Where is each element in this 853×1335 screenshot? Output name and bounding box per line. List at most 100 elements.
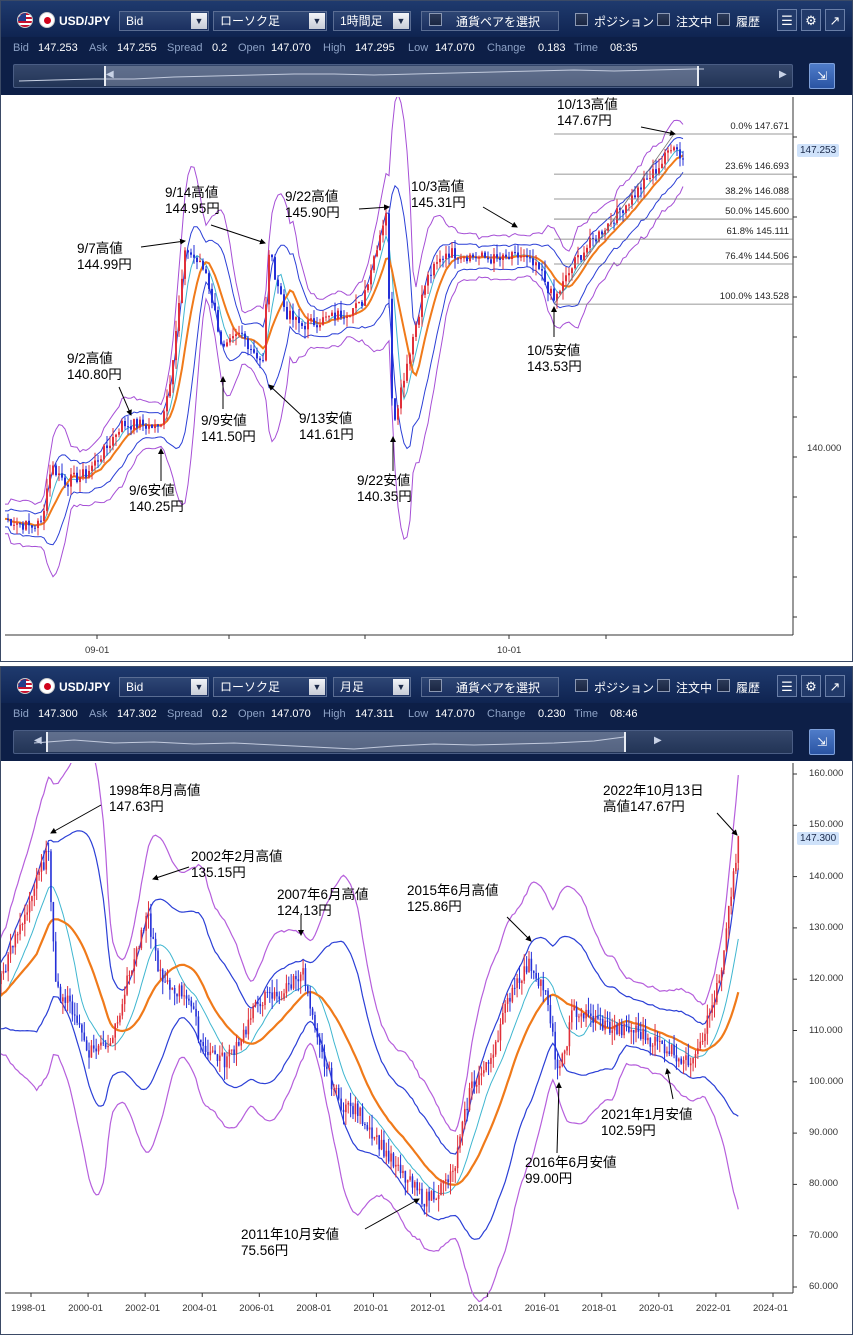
- pair-select-checkbox[interactable]: [429, 679, 442, 692]
- fibonacci-pct: 76.4%: [725, 250, 755, 262]
- fibonacci-pct: 50.0%: [725, 206, 755, 218]
- candle-body: [192, 1006, 195, 1009]
- candle-body: [16, 523, 18, 525]
- candle-body: [73, 1014, 76, 1016]
- orders-checkbox[interactable]: [657, 13, 670, 26]
- candle-body: [70, 474, 72, 487]
- candle-body: [609, 1021, 611, 1033]
- candle-body: [587, 1009, 590, 1014]
- candle-body: [252, 1006, 254, 1019]
- zoom-toggle-button[interactable]: ⇲: [809, 63, 835, 89]
- bid-value: 147.300: [38, 708, 78, 720]
- candle-body: [242, 1029, 245, 1041]
- timeframe-select[interactable]: 1時間足 ▼: [333, 11, 411, 31]
- candle-body: [148, 424, 150, 429]
- candle-body: [347, 1102, 350, 1105]
- nav-right-arrow-icon[interactable]: ▶: [779, 69, 787, 80]
- candle-body: [494, 1041, 497, 1055]
- candle-body: [504, 1003, 507, 1013]
- timeframe-select[interactable]: 月足 ▼: [333, 677, 411, 697]
- candle-body: [333, 1088, 335, 1090]
- annotation-arrow: [640, 126, 676, 136]
- plot-background: [5, 97, 793, 635]
- candle-body: [166, 396, 168, 412]
- monthly-chart-canvas[interactable]: [1, 763, 852, 1335]
- menu-icon[interactable]: ☰: [777, 675, 797, 697]
- candle-body: [214, 1050, 216, 1055]
- annotation-price: 高値147.67円: [603, 799, 685, 814]
- candle-body: [406, 1179, 409, 1183]
- annotation-price: 144.99円: [77, 257, 132, 272]
- candle-body: [366, 1125, 369, 1130]
- candle-body: [283, 993, 285, 999]
- history-checkbox[interactable]: [717, 13, 730, 26]
- navigator-track[interactable]: ◀ ▶: [13, 64, 793, 88]
- y-axis-label: 60.000: [809, 1281, 839, 1292]
- pair-select-checkbox[interactable]: [429, 13, 442, 26]
- candle-body: [142, 419, 144, 426]
- history-checkbox[interactable]: [717, 679, 730, 692]
- chart-type-select[interactable]: ローソク足 ▼: [213, 677, 327, 697]
- candle-body: [352, 308, 354, 316]
- pair-select-box[interactable]: [421, 677, 559, 697]
- annotation-price: 140.25円: [129, 499, 184, 514]
- candle-body: [625, 1023, 628, 1027]
- navigator-track[interactable]: ◀ ▶: [13, 730, 793, 754]
- price-type-select[interactable]: Bid ▼: [119, 11, 209, 31]
- candle-body: [205, 269, 207, 274]
- candle-body: [94, 460, 96, 466]
- y-axis-label: 100.000: [809, 1075, 844, 1087]
- popout-icon[interactable]: ↗: [825, 9, 845, 31]
- candle-body: [359, 1107, 361, 1116]
- current-price-tag: 147.253: [797, 144, 840, 158]
- candle-body: [658, 1040, 661, 1042]
- ask-value: 147.302: [117, 708, 157, 720]
- annotation-price: 140.80円: [67, 367, 122, 382]
- nav-left-arrow-icon[interactable]: ◀: [106, 69, 114, 80]
- bid-value: 147.253: [38, 42, 78, 54]
- gear-icon[interactable]: ⚙: [801, 675, 821, 697]
- pair-select-box[interactable]: [421, 11, 559, 31]
- candle-body: [502, 254, 504, 260]
- position-checkbox[interactable]: [575, 13, 588, 26]
- candle-body: [154, 424, 156, 429]
- chart-type-select[interactable]: ローソク足 ▼: [213, 11, 327, 31]
- annotation-title: 2016年6月安値: [525, 1155, 617, 1170]
- zoom-toggle-button[interactable]: ⇲: [809, 729, 835, 755]
- annotation-arrow: [140, 238, 186, 248]
- candle-body: [259, 358, 261, 361]
- annotation-label: 9/22高値 145.90円: [285, 189, 340, 221]
- menu-icon[interactable]: ☰: [777, 9, 797, 31]
- candle-body: [188, 998, 190, 1001]
- orders-checkbox[interactable]: [657, 679, 670, 692]
- position-label: ポジション: [594, 15, 655, 29]
- candle-body: [280, 286, 282, 295]
- candle-body: [326, 1066, 328, 1069]
- x-axis-label: 2018-01: [581, 1303, 617, 1314]
- navigator-window[interactable]: [46, 732, 626, 752]
- open-label: Open: [238, 708, 265, 720]
- annotation-title: 9/2高値: [67, 351, 113, 366]
- annotation-label: 2011年10月安値 75.56円: [241, 1227, 339, 1259]
- position-checkbox[interactable]: [575, 679, 588, 692]
- nav-right-arrow-icon[interactable]: ▶: [654, 735, 662, 746]
- candle-body: [720, 969, 723, 981]
- candle-body: [25, 520, 27, 530]
- gear-icon[interactable]: ⚙: [801, 9, 821, 31]
- price-type-select[interactable]: Bid ▼: [119, 677, 209, 697]
- popout-icon[interactable]: ↗: [825, 675, 845, 697]
- candle-body: [604, 1020, 606, 1030]
- open-value: 147.070: [271, 42, 311, 54]
- candle-body: [484, 252, 486, 258]
- chart-navigator: ◀ ▶ ⇲: [1, 59, 852, 95]
- candle-body: [295, 317, 297, 320]
- x-axis-label: 2024-01: [753, 1303, 788, 1314]
- navigator-window[interactable]: [104, 66, 699, 86]
- candle-body: [513, 987, 516, 989]
- nav-left-arrow-icon[interactable]: ◀: [34, 735, 42, 746]
- candle-body: [81, 1024, 83, 1033]
- candle-body: [185, 995, 188, 999]
- candle-body: [404, 1170, 407, 1183]
- candle-body: [364, 1123, 366, 1126]
- hourly-chart-canvas[interactable]: [1, 97, 852, 663]
